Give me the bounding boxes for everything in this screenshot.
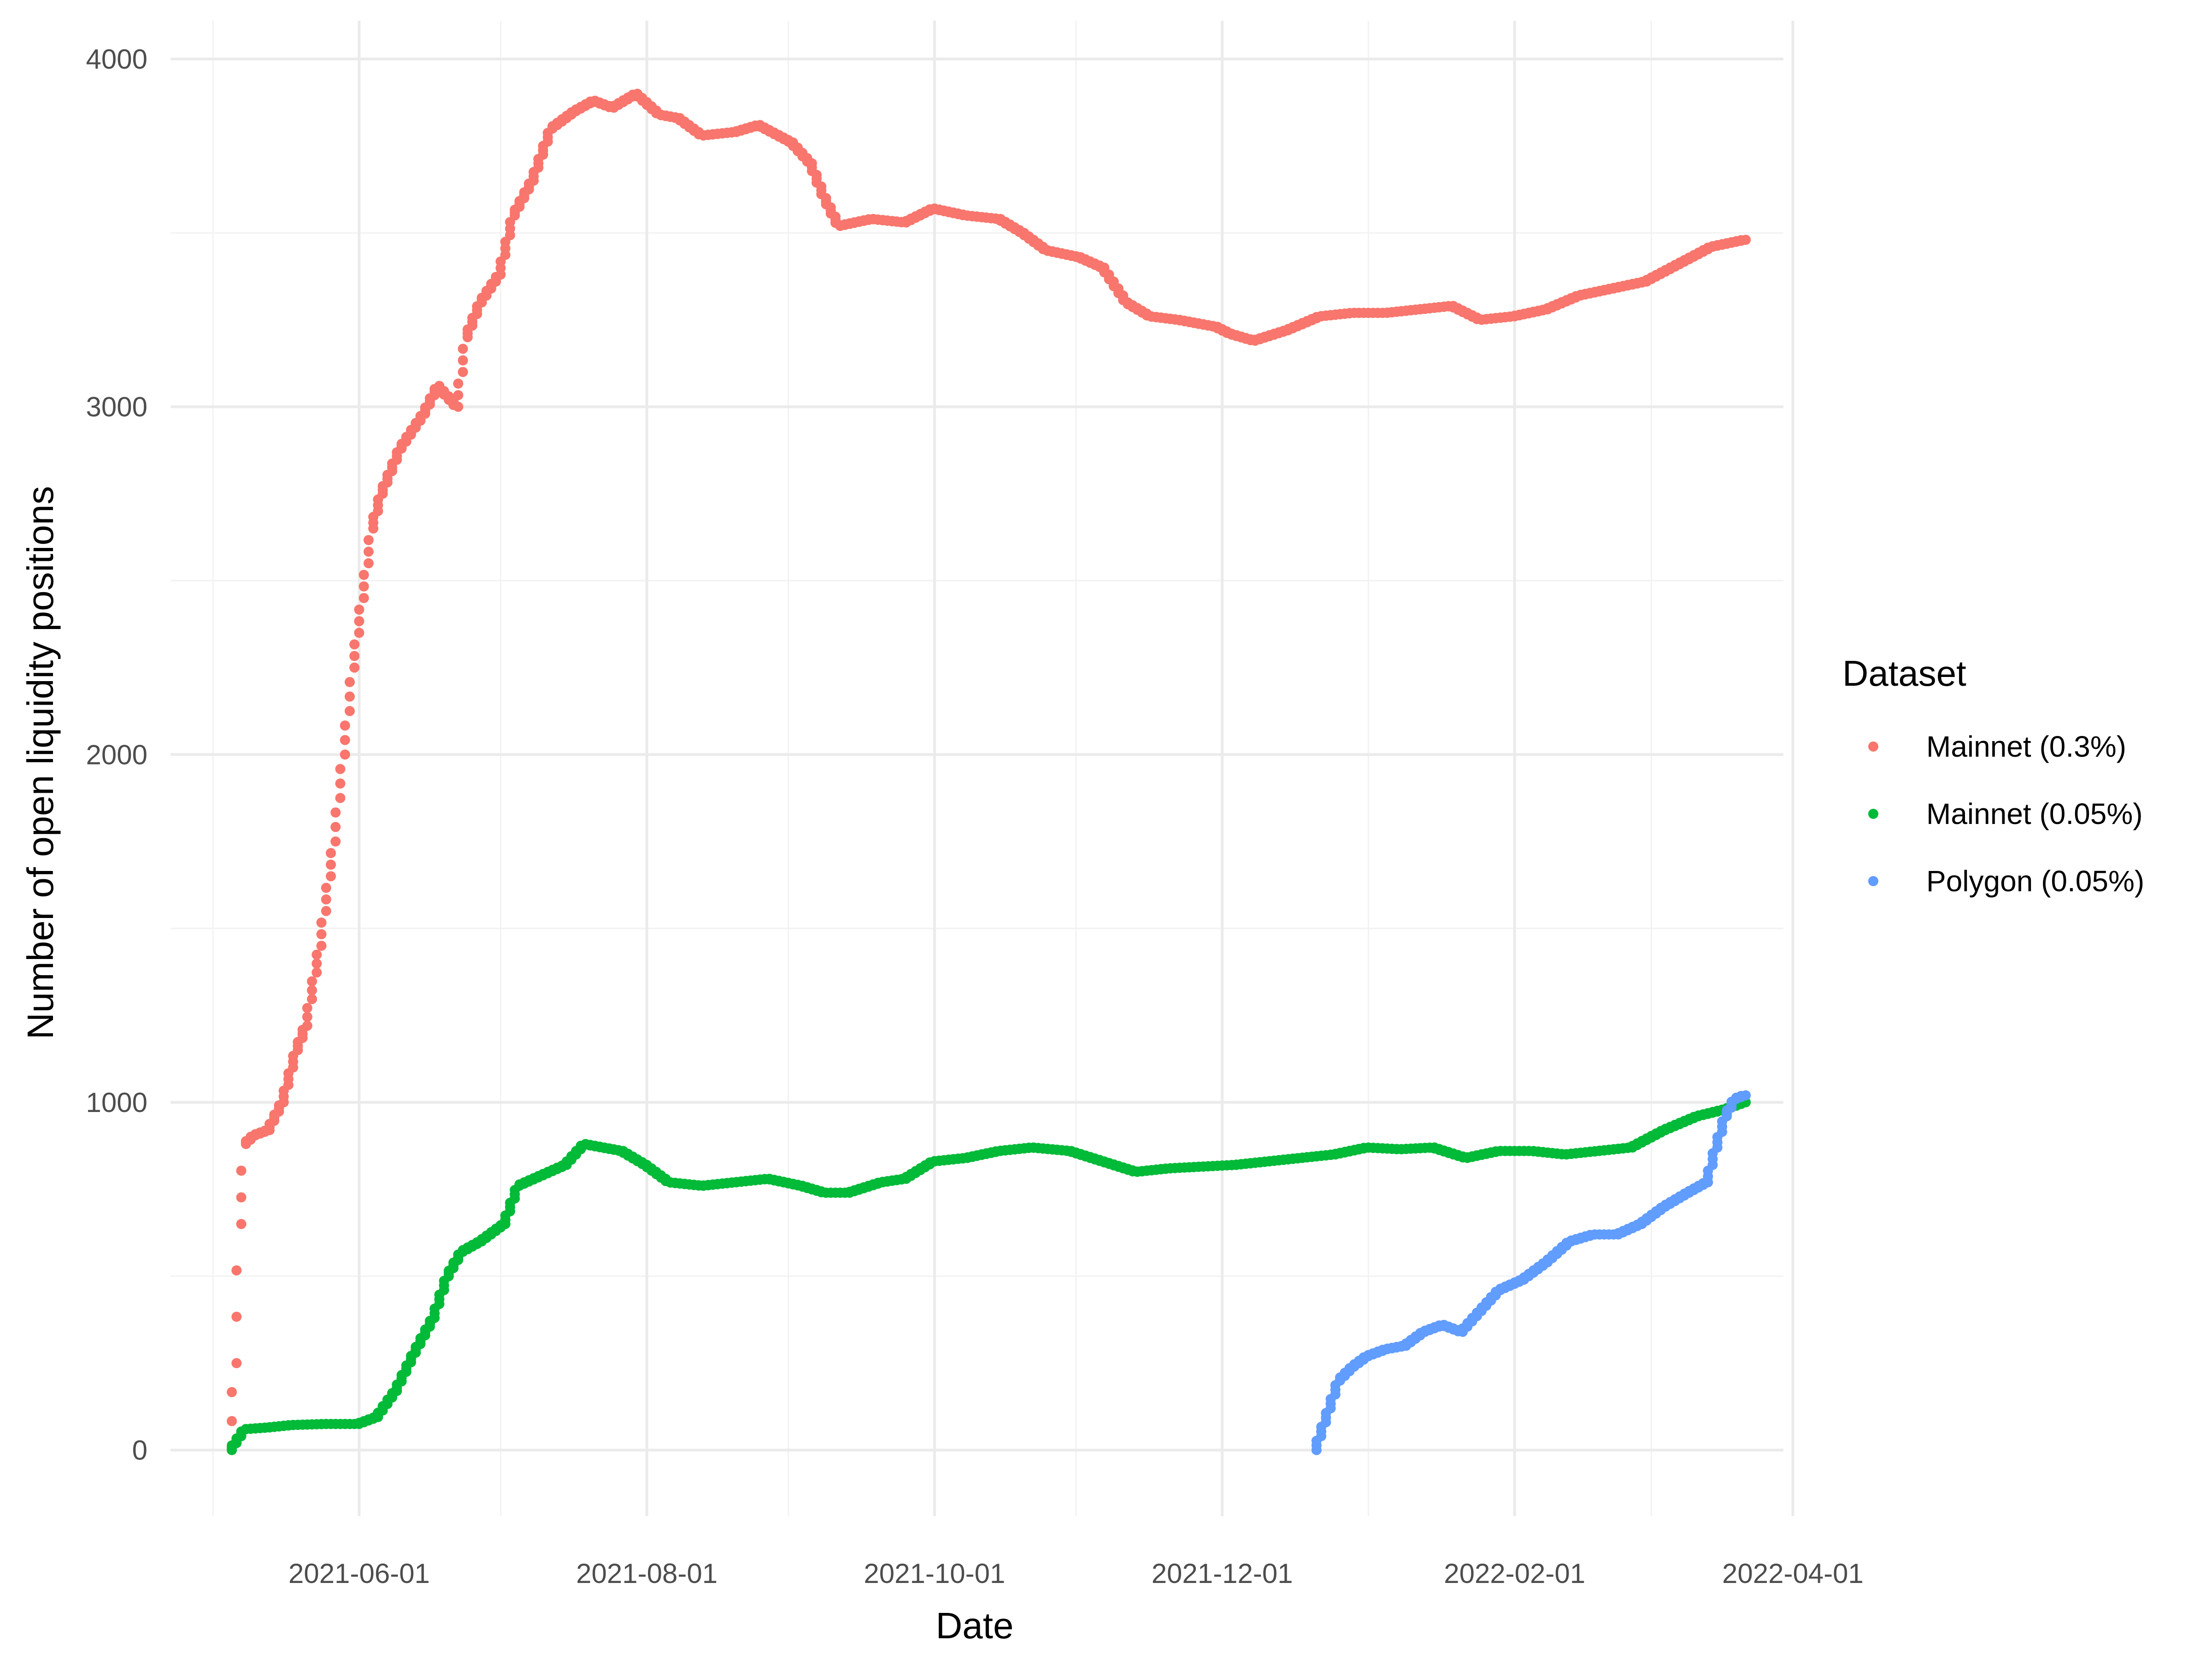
- x-tick-label: 2022-04-01: [1722, 1558, 1864, 1589]
- minor-gridlines: [171, 21, 1783, 1516]
- series-3: [1311, 1090, 1751, 1455]
- data-point: [321, 882, 331, 893]
- data-point: [363, 535, 374, 545]
- data-point: [316, 941, 327, 951]
- legend-label: Mainnet (0.05%): [1926, 797, 2143, 830]
- y-tick-label: 0: [132, 1435, 147, 1466]
- series-layer: [227, 88, 1751, 1455]
- data-point: [307, 994, 318, 1005]
- data-point: [227, 1416, 237, 1426]
- data-point: [349, 662, 360, 673]
- y-tick-label: 2000: [86, 739, 147, 770]
- data-point: [330, 807, 341, 818]
- y-tick-labels: 0 1000 2000 3000 4000: [86, 44, 147, 1466]
- y-tick-label: 3000: [86, 392, 147, 423]
- data-point: [354, 604, 365, 615]
- data-point: [359, 581, 369, 592]
- data-point: [307, 985, 318, 995]
- legend-label: Mainnet (0.3%): [1926, 730, 2126, 763]
- data-point: [340, 735, 350, 745]
- data-point: [325, 848, 336, 859]
- data-point: [359, 570, 369, 580]
- series-2: [227, 1097, 1751, 1455]
- data-point: [321, 906, 331, 916]
- x-tick-label: 2021-10-01: [864, 1558, 1005, 1589]
- data-point: [344, 691, 355, 702]
- data-point: [227, 1387, 237, 1397]
- x-tick-label: 2021-06-01: [288, 1558, 430, 1589]
- data-point: [354, 628, 365, 638]
- data-point: [321, 894, 331, 905]
- y-axis-title: Number of open liquidity positions: [20, 486, 61, 1040]
- legend-label: Polygon (0.05%): [1926, 865, 2144, 898]
- x-tick-label: 2021-08-01: [576, 1558, 718, 1589]
- legend-title: Dataset: [1842, 653, 1966, 694]
- legend-key: [1868, 741, 1878, 752]
- data-point: [453, 401, 464, 412]
- legend-items: Mainnet (0.3%) Mainnet (0.05%) Polygon (0.…: [1868, 730, 2144, 898]
- x-tick-label: 2021-12-01: [1152, 1558, 1293, 1589]
- data-point: [316, 918, 327, 928]
- data-point: [330, 822, 341, 832]
- data-point: [312, 967, 322, 978]
- data-point: [335, 778, 346, 789]
- data-point: [340, 720, 350, 731]
- series-1: [227, 88, 1751, 1455]
- legend-key: [1868, 809, 1878, 819]
- data-point: [312, 949, 322, 960]
- data-point: [458, 355, 468, 366]
- data-point: [236, 1192, 247, 1203]
- data-point: [325, 871, 336, 882]
- data-point: [344, 677, 355, 688]
- data-point: [330, 836, 341, 847]
- data-point: [453, 378, 464, 389]
- data-point: [302, 1003, 312, 1013]
- data-point: [340, 749, 350, 760]
- major-gridlines: [171, 21, 1794, 1516]
- data-point: [458, 367, 468, 377]
- x-tick-label: 2022-02-01: [1444, 1558, 1585, 1589]
- data-point: [335, 793, 346, 803]
- data-point: [453, 390, 464, 400]
- data-point: [354, 616, 365, 627]
- data-point: [236, 1219, 247, 1230]
- data-point: [1741, 235, 1751, 245]
- x-tick-labels: 2021-06-01 2021-08-01 2021-10-01 2021-12-01…: [288, 1558, 1864, 1589]
- data-point: [363, 558, 374, 569]
- data-point: [349, 639, 360, 650]
- y-tick-label: 4000: [86, 44, 147, 75]
- data-point: [458, 343, 468, 354]
- data-point: [307, 976, 318, 987]
- data-point: [349, 651, 360, 661]
- data-point: [316, 929, 327, 940]
- data-point: [344, 706, 355, 716]
- y-tick-label: 1000: [86, 1087, 147, 1118]
- data-point: [236, 1165, 247, 1176]
- data-point: [231, 1358, 242, 1368]
- data-point: [359, 593, 369, 603]
- legend: Dataset Mainnet (0.3%) Mainnet (0.05%) Pol…: [1842, 653, 2144, 898]
- data-point: [363, 547, 374, 557]
- legend-key: [1868, 876, 1878, 886]
- data-point: [231, 1265, 242, 1276]
- data-point: [335, 764, 346, 774]
- data-point: [325, 859, 336, 870]
- data-point: [302, 1012, 312, 1022]
- data-point: [302, 1020, 312, 1031]
- data-point: [312, 958, 322, 969]
- data-point: [231, 1312, 242, 1322]
- data-point: [1741, 1090, 1751, 1100]
- x-axis-title: Date: [936, 1605, 1014, 1646]
